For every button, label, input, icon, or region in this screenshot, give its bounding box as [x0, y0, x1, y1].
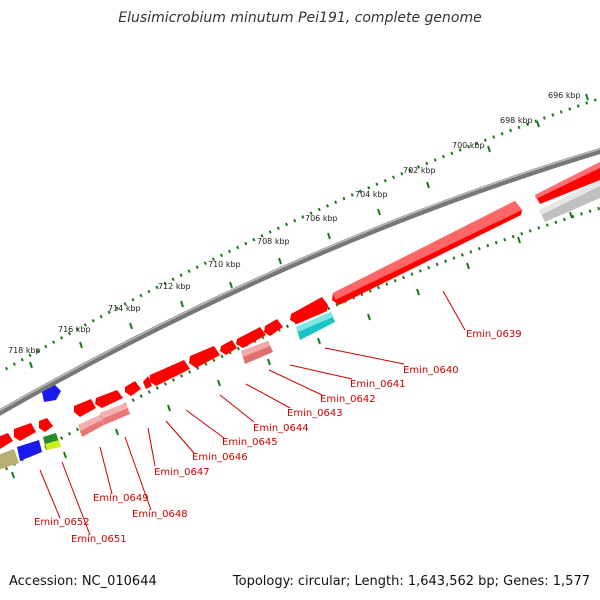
ruler-label-716: 716 kbp [58, 325, 91, 334]
gene-blue-bottom [17, 440, 42, 461]
gene-emin-0646 [143, 376, 152, 389]
gene-emin-0644 [189, 346, 220, 368]
genome-backbone [0, 147, 600, 416]
gene-emin-0640 [290, 297, 328, 324]
gene-label-emin-0643: Emin_0643 [287, 408, 343, 419]
gene-emin-0643 [220, 340, 237, 355]
gene-label-emin-0646: Emin_0646 [192, 452, 248, 463]
gene-blue-top [42, 385, 61, 402]
gene-label-emin-0648: Emin_0648 [132, 509, 188, 520]
gene-label-emin-0649: Emin_0649 [93, 493, 149, 504]
reverse-genes [0, 180, 600, 470]
gene-label-emin-0639: Emin_0639 [466, 329, 522, 340]
ruler-label-698: 698 kbp [500, 116, 533, 125]
gene-emin-0642 [236, 327, 266, 348]
ruler-label-706: 706 kbp [305, 214, 338, 223]
gene-label-emin-0642: Emin_0642 [320, 394, 376, 405]
ruler-label-704: 704 kbp [355, 190, 388, 199]
gene-label-emin-0647: Emin_0647 [154, 467, 210, 478]
gene-emin-0651 [14, 423, 36, 441]
leader-lines [39, 290, 466, 536]
accession-text: Accession: NC_010644 [9, 574, 157, 589]
gene-emin-0645 [149, 360, 190, 386]
outer-ruler [0, 96, 600, 375]
ruler-label-700: 700 kbp [452, 141, 485, 150]
forward-genes [0, 162, 600, 449]
gene-olive [0, 449, 19, 470]
ruler-label-696: 696 kbp [548, 91, 581, 100]
gene-label-emin-0644: Emin_0644 [253, 423, 309, 434]
gene-label-emin-0645: Emin_0645 [222, 437, 278, 448]
gene-label-emin-0652: Emin_0652 [34, 517, 90, 528]
map-title: Elusimicrobium minutum Pei191, complete … [118, 10, 482, 26]
ruler-label-712: 712 kbp [158, 282, 191, 291]
outer-major-ticks [29, 93, 589, 369]
gene-emin-0641 [264, 319, 283, 336]
gene-label-emin-0651: Emin_0651 [71, 534, 127, 545]
gene-label-emin-0640: Emin_0640 [403, 365, 459, 376]
genome-summary-text: Topology: circular; Length: 1,643,562 bp… [232, 574, 590, 589]
gene-emin-0647 [125, 381, 141, 396]
ruler-labels: 696 kbp 698 kbp 700 kbp 702 kbp 704 kbp … [8, 91, 581, 355]
gene-emin-0650 [39, 418, 53, 432]
ruler-label-714: 714 kbp [108, 304, 141, 313]
inner-ruler [0, 206, 600, 475]
gene-emin-0649 [74, 399, 96, 417]
inner-major-ticks [11, 211, 573, 479]
ruler-label-702: 702 kbp [403, 166, 436, 175]
gene-emin-0652 [0, 433, 13, 449]
gene-label-emin-0641: Emin_0641 [350, 379, 406, 390]
gene-labels: Emin_0639 Emin_0640 Emin_0641 Emin_0642 … [34, 329, 522, 545]
ruler-label-710: 710 kbp [208, 260, 241, 269]
ruler-label-708: 708 kbp [257, 237, 290, 246]
gene-emin-0648 [95, 390, 123, 408]
ruler-label-718: 718 kbp [8, 346, 41, 355]
